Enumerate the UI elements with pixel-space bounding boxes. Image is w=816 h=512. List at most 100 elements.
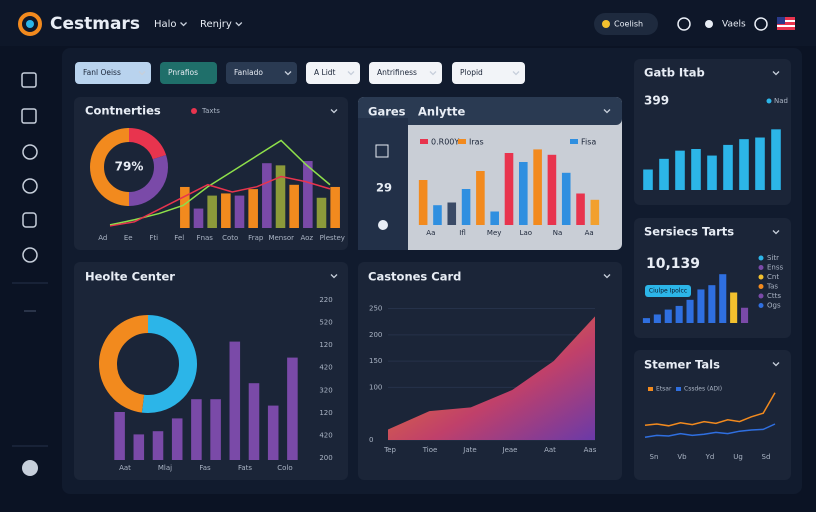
bar: [447, 202, 457, 225]
status-dot: [602, 20, 610, 28]
chevron[interactable]: [330, 274, 338, 279]
x-tick-label: Frap: [248, 234, 264, 242]
panel-title: Castones Card: [368, 270, 461, 284]
nav-icon[interactable]: [22, 212, 37, 228]
legend-label: Sitr: [767, 254, 779, 262]
status-pill[interactable]: [594, 13, 658, 35]
filter-button[interactable]: [306, 62, 360, 84]
bar: [771, 129, 781, 190]
bar: [490, 211, 499, 225]
bar: [741, 307, 749, 323]
filter-button[interactable]: [369, 62, 442, 84]
legend-label: Enss: [767, 264, 784, 272]
bar: [262, 163, 272, 228]
chevron[interactable]: [180, 22, 188, 27]
x-tick-label: Colo: [277, 464, 292, 472]
bar: [316, 197, 327, 228]
chevron[interactable]: [772, 362, 780, 367]
bar: [755, 137, 765, 190]
panel-title: Gatb Itab: [644, 66, 705, 80]
bar: [248, 189, 258, 228]
nav-item[interactable]: Halo: [154, 19, 177, 30]
legend-dot: [766, 98, 772, 104]
user[interactable]: Vaels: [722, 20, 746, 30]
panel-title: Sersiecs Tarts: [644, 225, 734, 239]
chevron[interactable]: [603, 109, 611, 114]
nav-icon[interactable]: [21, 108, 37, 124]
chevron[interactable]: [603, 274, 611, 279]
legend-dot: [758, 303, 764, 308]
filter-button[interactable]: [226, 62, 297, 84]
logo: [18, 12, 42, 36]
x-tick-label: Mensor: [268, 234, 294, 242]
bar: [686, 299, 694, 323]
kpi: 399: [644, 94, 669, 108]
chevron[interactable]: [347, 71, 355, 76]
bar: [114, 412, 125, 460]
chevron[interactable]: [512, 71, 520, 76]
nav-item[interactable]: Renjry: [200, 19, 232, 30]
bar: [708, 285, 716, 323]
x-tick-label: Ad: [98, 234, 107, 242]
chevron[interactable]: [138, 71, 146, 76]
x-tick-label: Tep: [383, 446, 396, 454]
bar: [590, 199, 600, 225]
x-tick-label: Vb: [677, 453, 687, 461]
x-tick-label: Aat: [544, 446, 556, 454]
bar: [653, 314, 661, 323]
bar: [659, 158, 669, 190]
theme-icon[interactable]: [754, 17, 768, 31]
tool-icon[interactable]: [705, 20, 713, 28]
info-icon[interactable]: [677, 17, 691, 31]
sidebar: [12, 72, 48, 476]
bar: [533, 149, 542, 225]
strip-icon: [378, 220, 388, 230]
nav-icon[interactable]: [22, 247, 38, 263]
chevron[interactable]: [284, 71, 292, 76]
x-tick-label: Plestey: [320, 234, 345, 242]
x-tick-label: Jate: [462, 446, 476, 454]
legend-label: Etsar: [656, 386, 672, 393]
legend-dot: [758, 284, 764, 289]
filter-button[interactable]: [452, 62, 525, 84]
nav-icon[interactable]: [22, 178, 38, 194]
panel-title: Heolte Center: [85, 270, 175, 284]
x-tick-label: Coto: [222, 234, 238, 242]
chevron[interactable]: [772, 230, 780, 235]
axis-label: 200: [319, 454, 332, 462]
donut-segment: [90, 128, 130, 206]
filter-label: Pnrafios: [168, 68, 198, 77]
axis-label: 320: [319, 386, 332, 394]
line: [644, 392, 776, 427]
nav-icon[interactable]: [22, 144, 38, 160]
x-tick-label: Sd: [762, 453, 771, 461]
chevron[interactable]: [772, 71, 780, 76]
chevron[interactable]: [330, 109, 338, 114]
bar: [719, 274, 727, 323]
bar: [330, 186, 340, 228]
x-tick-label: Aa: [585, 229, 594, 237]
bar: [289, 184, 299, 228]
nav-icon[interactable]: [21, 72, 37, 88]
legend-swatch: [420, 139, 428, 144]
axis-label: 120: [319, 409, 332, 417]
axis-label: 420: [319, 364, 332, 372]
legend-label: Ctts: [767, 292, 781, 300]
x-tick-label: Lao: [520, 229, 532, 237]
panel-header: [358, 97, 622, 125]
chevron[interactable]: [235, 22, 243, 27]
filter-label: Antrifiness: [377, 68, 417, 77]
bar: [664, 309, 672, 323]
avatar[interactable]: [22, 460, 38, 476]
bar: [234, 195, 245, 228]
legend-swatch: [648, 387, 653, 391]
chevron[interactable]: [429, 71, 437, 76]
filter-label: Fanlado: [234, 68, 263, 77]
area: [388, 316, 595, 440]
y-tick-label: 0: [369, 436, 373, 444]
filter-button[interactable]: [160, 62, 217, 84]
filter-button[interactable]: [75, 62, 151, 84]
line: [109, 139, 331, 226]
panel-subtitle: Anlytte: [418, 105, 466, 119]
